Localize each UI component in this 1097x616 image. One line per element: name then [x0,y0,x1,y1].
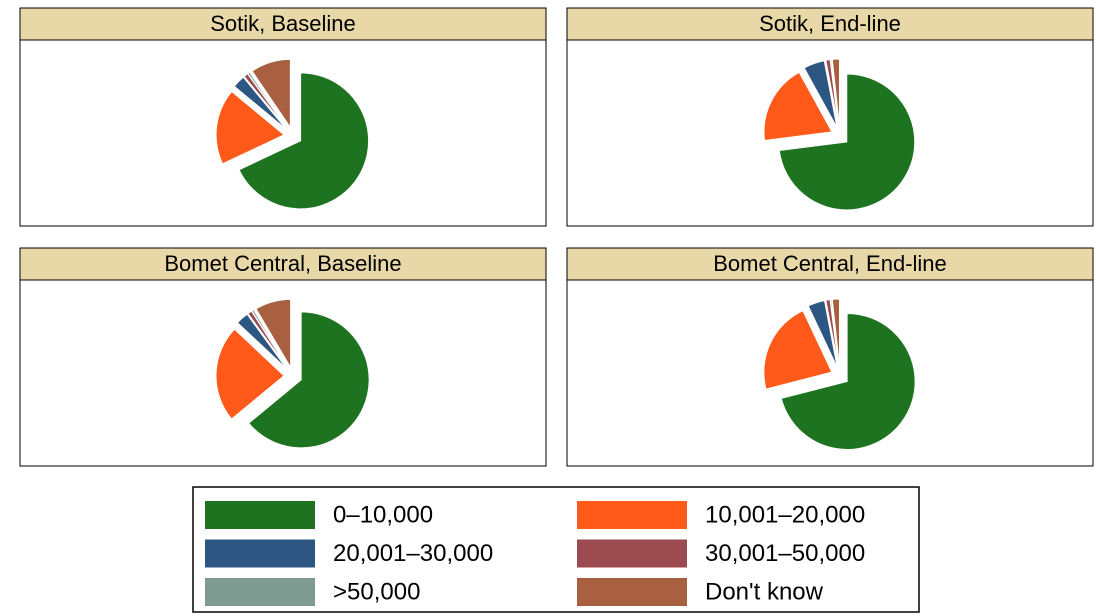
panel-header [566,247,1094,281]
legend-swatch [205,501,315,529]
legend-swatch [577,539,687,568]
pie-slice [251,309,289,369]
legend-label: 10,001–20,000 [705,501,865,528]
pie-slice [829,58,840,128]
legend-label: Don't know [705,578,824,605]
pie-slice [807,300,838,368]
pie-slice [780,313,916,450]
pie-slice [251,58,291,130]
legend-label: 20,001–30,000 [333,540,493,567]
legend-swatch [577,578,687,606]
pie-panel: Bomet Central, Baseline [19,247,547,467]
panel-header [566,7,1094,41]
pie-panel: Sotik, Baseline [19,7,547,227]
legend-label: >50,000 [333,578,420,605]
panel-header [19,7,547,41]
pie-slice [233,76,288,131]
pie-slice [831,58,841,128]
panel-title: Bomet Central, End-line [713,251,947,276]
pie-slice [255,298,292,370]
pie-slice [215,90,285,165]
pie-slice [831,298,841,368]
panel-title: Sotik, End-line [759,11,901,36]
legend-swatch [577,501,687,529]
pie-slice [763,71,833,141]
pie-slice [236,313,288,370]
pie-slice [215,328,285,420]
legend: 0–10,000 10,001–20,000 20,001–30,000 30,001… [192,486,920,613]
legend-label: 30,001–50,000 [705,540,865,567]
panel-header [19,247,547,281]
pie-slice [778,73,916,211]
pie-slice [763,309,833,390]
pie-slice [238,72,370,210]
legend-swatch [205,539,315,568]
pie-slice [829,298,840,368]
legend-swatch [205,578,315,606]
panel-title: Bomet Central, Baseline [164,251,401,276]
pie-slice [248,311,370,449]
pie-slice [803,60,838,128]
pie-panel: Sotik, End-line [566,7,1094,227]
panel-title: Sotik, Baseline [210,11,356,36]
pie-slice [247,71,289,129]
pie-panel: Bomet Central, End-line [566,247,1094,467]
legend-label: 0–10,000 [333,501,433,528]
